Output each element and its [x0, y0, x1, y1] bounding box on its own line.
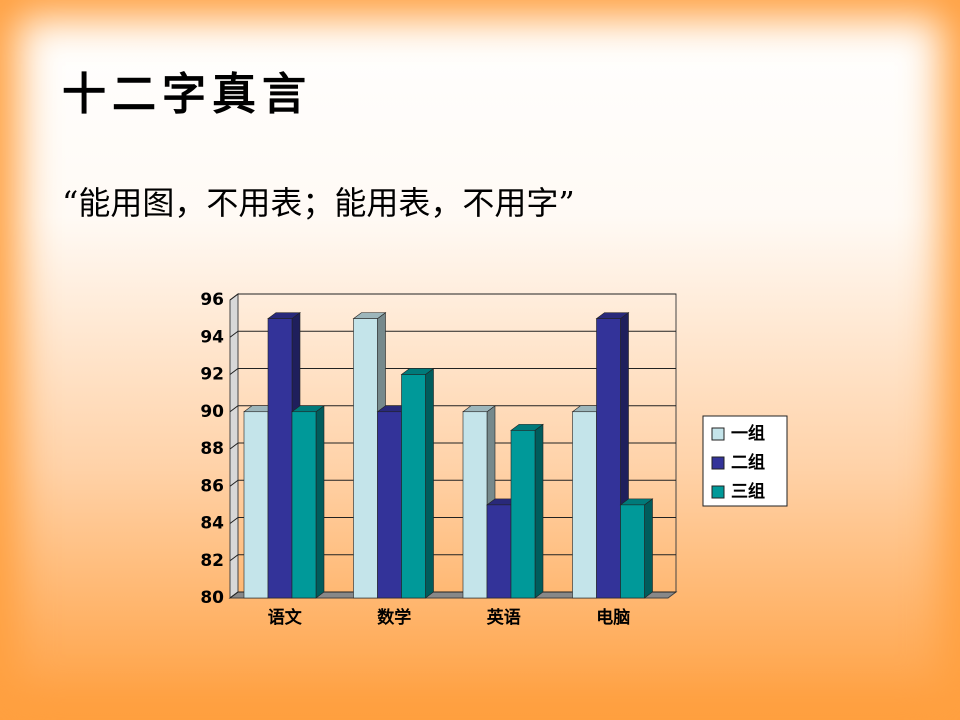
x-tick-label: 语文 [268, 607, 303, 628]
slide-title: 十二字真言 [62, 69, 312, 120]
bar [596, 318, 621, 599]
bar [486, 504, 512, 599]
legend-label: 三组 [731, 481, 765, 502]
y-tick-label: 94 [200, 327, 224, 347]
bar [291, 411, 317, 599]
legend-swatch [711, 485, 725, 499]
bar [377, 411, 402, 599]
y-tick-label: 84 [200, 514, 224, 534]
grid-line [229, 368, 676, 375]
y-tick-label: 80 [200, 588, 224, 608]
bar [401, 374, 426, 599]
y-tick-label: 88 [200, 439, 224, 459]
legend-label: 一组 [731, 423, 765, 444]
grid-line [229, 405, 676, 413]
bar [353, 318, 378, 599]
x-tick-label: 电脑 [596, 607, 630, 628]
x-tick-label: 英语 [487, 607, 521, 628]
bar [243, 411, 269, 599]
grid-line [229, 330, 676, 338]
legend-swatch [711, 456, 725, 470]
legend-label: 二组 [731, 452, 765, 473]
legend-swatch [711, 427, 725, 441]
y-tick-label: 92 [200, 365, 224, 385]
y-tick-label: 90 [200, 402, 224, 422]
bar [572, 411, 597, 599]
bar-side [315, 405, 325, 599]
y-tick-label: 86 [200, 476, 224, 496]
bar-side [644, 498, 653, 599]
bar [510, 430, 536, 599]
slide-quote: “能用图，不用表；能用表，不用字” [62, 184, 575, 222]
bar [620, 504, 645, 599]
grid-line [229, 293, 676, 301]
bar-side [425, 367, 434, 599]
x-tick-label: 数学 [377, 607, 411, 628]
bar [267, 318, 293, 599]
bar-side [534, 423, 544, 599]
y-tick-label: 82 [200, 551, 224, 571]
y-tick-label: 96 [200, 290, 224, 310]
bar [462, 411, 488, 599]
